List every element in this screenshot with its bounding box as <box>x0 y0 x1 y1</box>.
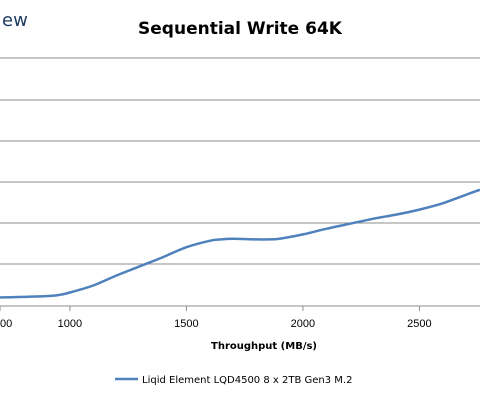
x-tick-label: 1500 <box>174 318 198 330</box>
grid <box>0 57 480 307</box>
x-tick-label: 1000 <box>58 318 82 330</box>
x-axis-title: Throughput (MB/s) <box>211 341 317 352</box>
brand-logo-text: ew <box>2 10 28 31</box>
x-tick-label: 2000 <box>291 318 315 330</box>
series-line-1 <box>0 188 480 299</box>
legend: Liqid Element LQD4500 8 x 2TB Gen3 M.2 <box>115 375 352 386</box>
x-tick-label-partial: 00 <box>0 318 12 330</box>
x-tick-label: 2500 <box>407 318 431 330</box>
series-layer <box>0 188 480 299</box>
chart-title: Sequential Write 64K <box>138 19 343 39</box>
legend-label: Liqid Element LQD4500 8 x 2TB Gen3 M.2 <box>142 375 352 386</box>
x-tick-labels: 00 1000 1500 2000 2500 <box>0 306 432 330</box>
